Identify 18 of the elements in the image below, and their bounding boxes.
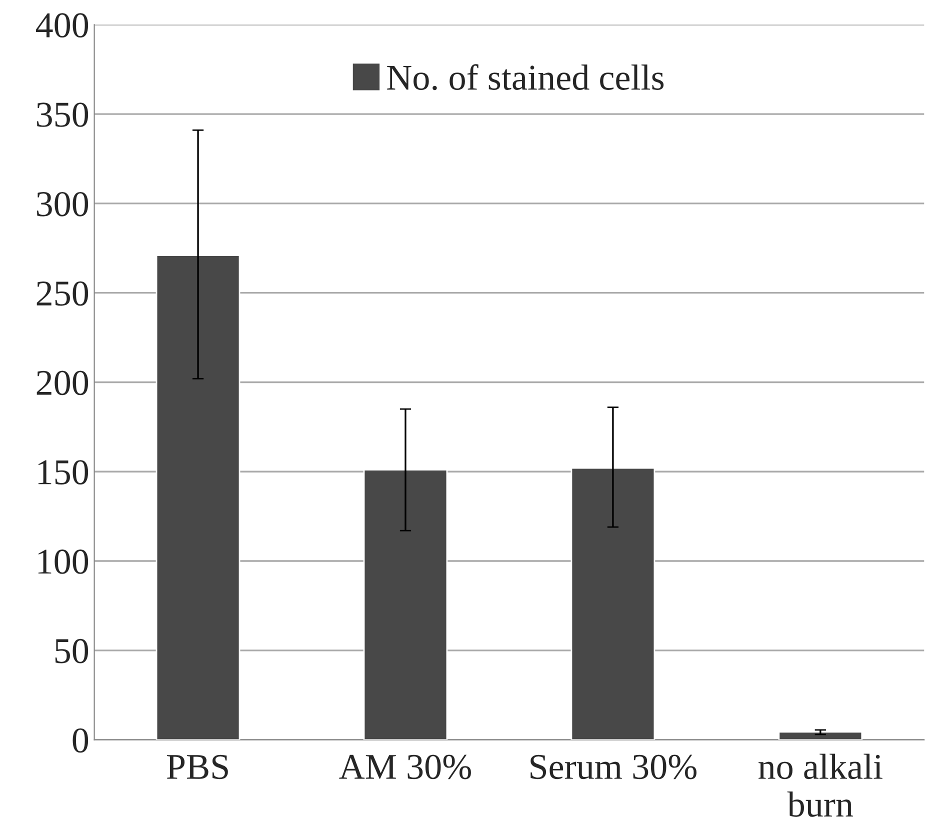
y-tick-label: 400 — [36, 13, 88, 38]
y-tick-label: 200 — [36, 370, 88, 396]
x-tick-label: Serum 30% — [530, 754, 696, 780]
bar — [570, 467, 656, 740]
y-tick-label: 100 — [38, 550, 88, 574]
legend-label: No. of stained cells — [387, 64, 664, 90]
y-tick-label: 350 — [37, 102, 88, 127]
y-tick-label: 300 — [37, 192, 88, 216]
bar — [363, 469, 448, 740]
x-tick-label: AM 30% — [339, 754, 471, 780]
x-tick-label: PBS — [166, 754, 228, 780]
y-tick-label: 0 — [72, 728, 88, 753]
bar — [156, 254, 240, 740]
bar — [778, 731, 863, 740]
y-tick-label: 150 — [38, 460, 88, 485]
y-tick-label: 250 — [36, 281, 88, 306]
y-tick-label: 50 — [55, 638, 88, 664]
x-tick-label: no alkali burn — [758, 754, 882, 817]
